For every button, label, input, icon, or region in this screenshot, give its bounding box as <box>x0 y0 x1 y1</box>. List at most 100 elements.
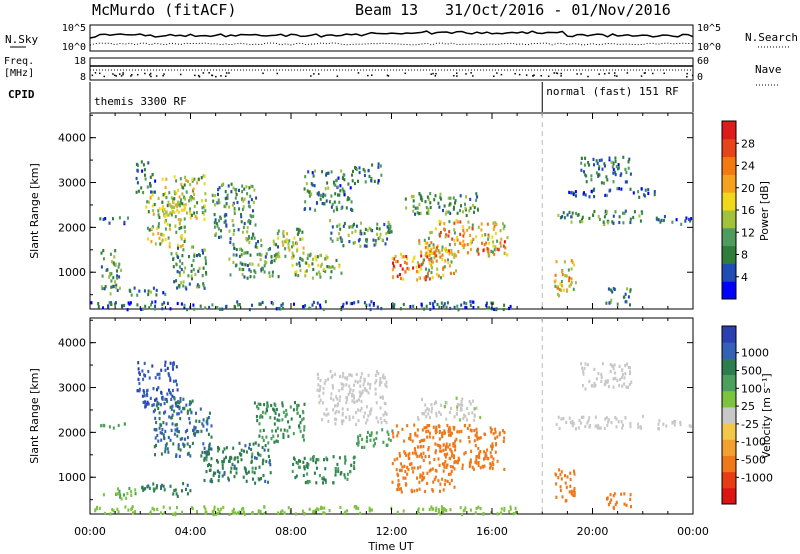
echo-cell <box>430 270 433 275</box>
echo-cell <box>235 193 238 197</box>
echo-cell <box>327 171 330 175</box>
echo-cell <box>363 231 366 236</box>
echo-cell <box>213 508 216 512</box>
echo-cell <box>266 401 269 405</box>
echo-cell <box>317 193 320 197</box>
echo-cell <box>209 464 212 468</box>
echo-cell <box>323 506 326 510</box>
echo-cell <box>251 466 254 470</box>
echo-cell <box>369 438 372 442</box>
echo-cell <box>446 423 449 428</box>
echo-cell <box>459 209 461 213</box>
echo-cell <box>427 412 430 416</box>
nave-dot <box>202 72 205 74</box>
echo-cell <box>385 443 388 447</box>
echo-cell <box>475 431 478 435</box>
echo-cell <box>159 242 162 246</box>
echo-cell <box>162 193 165 197</box>
echo-cell <box>473 439 476 443</box>
echo-cell <box>625 180 628 184</box>
echo-cell <box>432 302 434 306</box>
echo-cell <box>296 232 299 236</box>
echo-cell <box>431 467 434 471</box>
echo-cell <box>490 301 493 305</box>
velocity-panel-frame <box>89 317 694 515</box>
echo-cell <box>188 282 191 286</box>
echo-cell <box>179 437 182 441</box>
echo-cell <box>383 222 386 227</box>
echo-cell <box>384 411 387 416</box>
echo-cell <box>174 215 177 219</box>
echo-cell <box>191 179 194 183</box>
echo-cell <box>374 373 377 377</box>
echo-cell <box>453 239 456 243</box>
echo-cell <box>166 447 169 451</box>
echo-cell <box>485 241 488 245</box>
echo-cell <box>165 422 168 426</box>
echo-cell <box>421 428 424 432</box>
echo-cell <box>322 481 324 485</box>
echo-cell <box>503 436 506 440</box>
echo-cell <box>229 237 232 241</box>
echo-cell <box>163 488 166 492</box>
echo-cell <box>142 487 145 491</box>
echo-cell <box>442 443 445 447</box>
echo-cell <box>237 228 240 232</box>
echo-cell <box>285 408 288 413</box>
echo-cell <box>203 204 206 208</box>
echo-cell <box>494 245 497 249</box>
echo-cell <box>438 463 441 467</box>
echo-cell <box>349 186 352 190</box>
echo-cell <box>245 450 248 454</box>
echo-cell <box>180 198 183 202</box>
echo-cell <box>412 199 415 203</box>
echo-cell <box>193 307 196 311</box>
echo-cell <box>172 512 175 516</box>
echo-cell <box>468 226 471 230</box>
echo-cell <box>169 484 172 488</box>
echo-cell <box>179 218 182 222</box>
echo-cell <box>247 200 250 204</box>
echo-cell <box>447 472 450 476</box>
echo-cell <box>261 445 264 450</box>
echo-cell <box>233 207 236 211</box>
echo-cell <box>340 382 343 386</box>
echo-cell <box>154 398 156 402</box>
echo-cell <box>152 487 155 491</box>
echo-cell <box>381 396 384 400</box>
echo-cell <box>187 274 190 278</box>
echo-cell <box>126 308 129 312</box>
echo-cell <box>343 173 346 177</box>
echo-cell <box>573 493 576 497</box>
echo-cell <box>431 275 434 280</box>
echo-cell <box>404 451 407 455</box>
echo-cell <box>363 244 366 248</box>
echo-cell <box>330 270 333 274</box>
echo-cell <box>618 166 621 170</box>
echo-cell <box>406 257 409 261</box>
echo-cell <box>254 466 257 470</box>
echo-cell <box>598 173 601 177</box>
echo-cell <box>144 402 147 406</box>
echo-cell <box>167 450 170 454</box>
echo-cell <box>442 304 445 308</box>
echo-cell <box>214 193 217 198</box>
echo-cell <box>679 422 682 427</box>
echo-cell <box>411 466 414 470</box>
echo-cell <box>348 415 351 419</box>
echo-cell <box>344 376 347 380</box>
echo-cell <box>218 447 221 451</box>
echo-cell <box>212 199 215 203</box>
echo-cell <box>264 260 267 264</box>
echo-cell <box>248 262 251 266</box>
echo-cell <box>262 438 265 443</box>
echo-cell <box>225 202 228 206</box>
echo-cell <box>205 470 208 474</box>
echo-cell <box>158 417 161 421</box>
echo-cell <box>499 244 502 248</box>
echo-cell <box>612 221 615 225</box>
colorbar-segment <box>722 406 736 424</box>
echo-cell <box>299 228 301 232</box>
echo-cell <box>243 512 246 516</box>
echo-cell <box>633 210 636 214</box>
